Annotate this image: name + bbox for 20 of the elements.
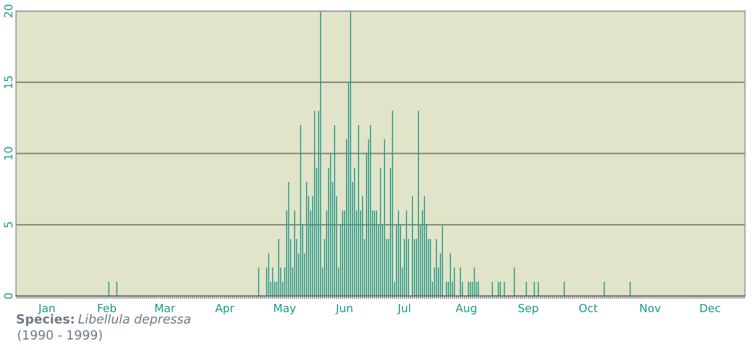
x-tick-label: Jun	[335, 304, 352, 314]
y-tick-label: 20	[4, 4, 12, 18]
x-tick-label: May	[274, 304, 296, 314]
text: (1990 - 1999)	[18, 330, 102, 342]
text: Libellula depressa	[78, 314, 190, 326]
x-tick-label: Mar	[155, 304, 176, 312]
x-tick-label: Apr	[215, 304, 234, 314]
x-tick-label: Feb	[98, 304, 116, 312]
x-tick-label: Aug	[456, 304, 476, 314]
x-tick-label: Nov	[640, 304, 661, 312]
y-tick-label: 5	[4, 222, 12, 228]
x-tick-label: Dec	[700, 304, 720, 312]
y-tick-label: 0	[4, 293, 12, 299]
text: Species:	[16, 314, 74, 326]
x-tick-label: Jan	[38, 304, 55, 314]
y-tick-label: 10	[4, 147, 12, 160]
x-tick-label: Jul	[397, 304, 410, 314]
x-tick-label: Sep	[518, 304, 538, 314]
y-tick-label: 15	[4, 76, 12, 88]
x-tick-label: Oct	[579, 304, 598, 312]
